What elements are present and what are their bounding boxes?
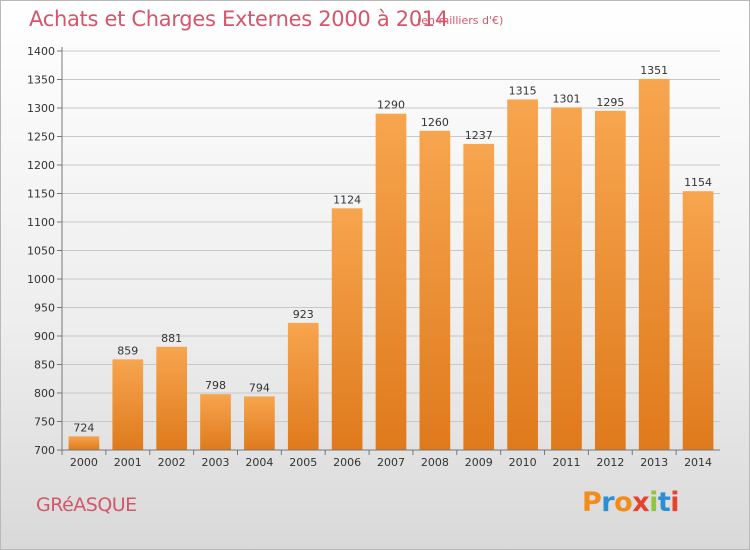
logo-letter: r xyxy=(601,487,615,518)
bar xyxy=(200,394,231,450)
y-tick-label: 900 xyxy=(34,330,55,343)
logo-letter: i xyxy=(649,487,658,518)
bar xyxy=(112,359,144,450)
x-tick-label: 2005 xyxy=(289,456,317,469)
bar xyxy=(244,396,275,450)
data-label: 1315 xyxy=(509,84,537,97)
y-tick-label: 800 xyxy=(34,387,55,400)
bar xyxy=(331,208,363,450)
y-tick-label: 700 xyxy=(34,444,55,457)
labels: 724 859 881 798 794 923 1124 1290 1260 1237 1315 13… xyxy=(73,64,712,434)
data-label: 1295 xyxy=(596,96,624,109)
data-label: 1290 xyxy=(377,99,405,112)
y-tick-label: 850 xyxy=(34,359,55,372)
logo-letter: i xyxy=(670,487,680,518)
data-label: 859 xyxy=(117,344,138,357)
y-tick-label: 1300 xyxy=(27,102,55,115)
bar xyxy=(638,78,670,451)
data-label: 798 xyxy=(205,379,226,392)
x-tick-label: 2006 xyxy=(333,456,361,469)
axes: 700 750 800 850 900 950 1000 1050 1100 1150 1200 12… xyxy=(27,45,720,469)
y-tick-label: 1100 xyxy=(27,216,55,229)
commune-name: GRéASQUE xyxy=(36,494,137,516)
x-tick-label: 2008 xyxy=(421,456,449,469)
y-tick-label: 1050 xyxy=(27,245,55,258)
data-label: 794 xyxy=(249,381,270,394)
bar xyxy=(419,130,451,451)
bar xyxy=(594,110,626,450)
x-tick-label: 2009 xyxy=(465,456,493,469)
chart-unit: (en milliers d'€) xyxy=(417,14,504,27)
bar xyxy=(68,436,100,450)
chart-title: Achats et Charges Externes 2000 à 2014 xyxy=(29,7,449,31)
data-label: 1260 xyxy=(421,116,449,129)
proxiti-logo: Proxiti xyxy=(582,487,680,518)
x-tick-label: 2007 xyxy=(377,456,405,469)
x-tick-label: 2000 xyxy=(70,456,98,469)
bars xyxy=(68,78,714,451)
logo-letter: t xyxy=(657,487,671,518)
data-label: 1124 xyxy=(333,193,361,206)
x-tick-label: 2012 xyxy=(596,456,624,469)
data-label: 1154 xyxy=(684,176,712,189)
data-label: 724 xyxy=(73,421,94,434)
y-tick-label: 1150 xyxy=(27,188,55,201)
bar xyxy=(375,113,407,450)
bar xyxy=(551,107,582,451)
data-label: 1351 xyxy=(640,64,668,77)
y-tick-label: 1000 xyxy=(27,273,55,286)
x-tick-label: 2013 xyxy=(640,456,668,469)
bar xyxy=(682,191,714,450)
y-tick-label: 1250 xyxy=(27,131,55,144)
x-tick-label: 2001 xyxy=(114,456,142,469)
data-label: 1237 xyxy=(465,129,493,142)
logo-letter: o xyxy=(614,487,633,518)
x-tick-label: 2004 xyxy=(245,456,273,469)
bar xyxy=(463,143,495,450)
data-label: 881 xyxy=(161,332,182,345)
y-tick-label: 1200 xyxy=(27,159,55,172)
y-tick-label: 1400 xyxy=(27,45,55,58)
data-label: 1301 xyxy=(552,92,580,105)
x-tick-label: 2010 xyxy=(509,456,537,469)
y-tick-label: 1350 xyxy=(27,74,55,87)
x-tick-label: 2002 xyxy=(158,456,186,469)
x-tick-label: 2011 xyxy=(552,456,580,469)
x-tick-label: 2003 xyxy=(202,456,230,469)
bar xyxy=(287,322,319,450)
logo-letter: x xyxy=(632,487,650,518)
x-tick-label: 2014 xyxy=(684,456,712,469)
bar xyxy=(507,99,538,450)
bar xyxy=(156,346,188,450)
y-tick-label: 750 xyxy=(34,416,55,429)
y-tick-label: 950 xyxy=(34,302,55,315)
data-label: 923 xyxy=(293,308,314,321)
logo-letter: P xyxy=(582,487,602,518)
